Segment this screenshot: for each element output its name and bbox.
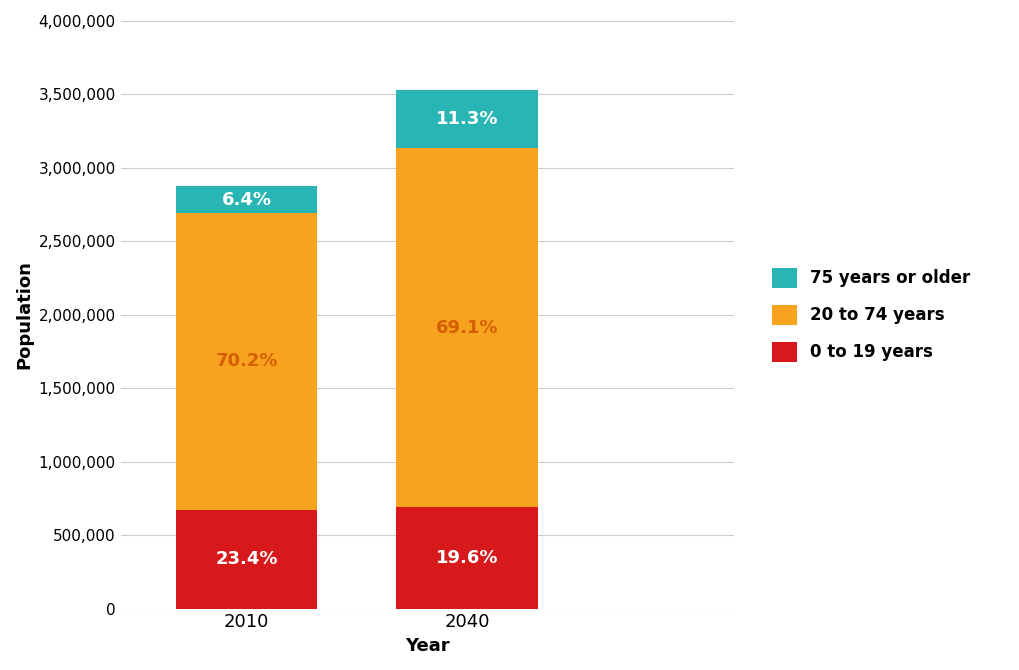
X-axis label: Year: Year bbox=[405, 637, 449, 655]
Bar bbox=[395, 90, 537, 148]
Bar bbox=[395, 148, 537, 507]
Text: 6.4%: 6.4% bbox=[221, 190, 271, 208]
Bar bbox=[175, 213, 317, 510]
Text: 70.2%: 70.2% bbox=[215, 352, 277, 371]
Bar bbox=[175, 510, 317, 608]
Text: 11.3%: 11.3% bbox=[435, 110, 497, 128]
Legend: 75 years or older, 20 to 74 years, 0 to 19 years: 75 years or older, 20 to 74 years, 0 to … bbox=[754, 251, 986, 379]
Text: 69.1%: 69.1% bbox=[435, 318, 497, 336]
Bar bbox=[395, 507, 537, 608]
Text: 23.4%: 23.4% bbox=[215, 550, 277, 568]
Bar bbox=[175, 186, 317, 213]
Y-axis label: Population: Population bbox=[15, 261, 33, 369]
Text: 19.6%: 19.6% bbox=[435, 549, 497, 567]
